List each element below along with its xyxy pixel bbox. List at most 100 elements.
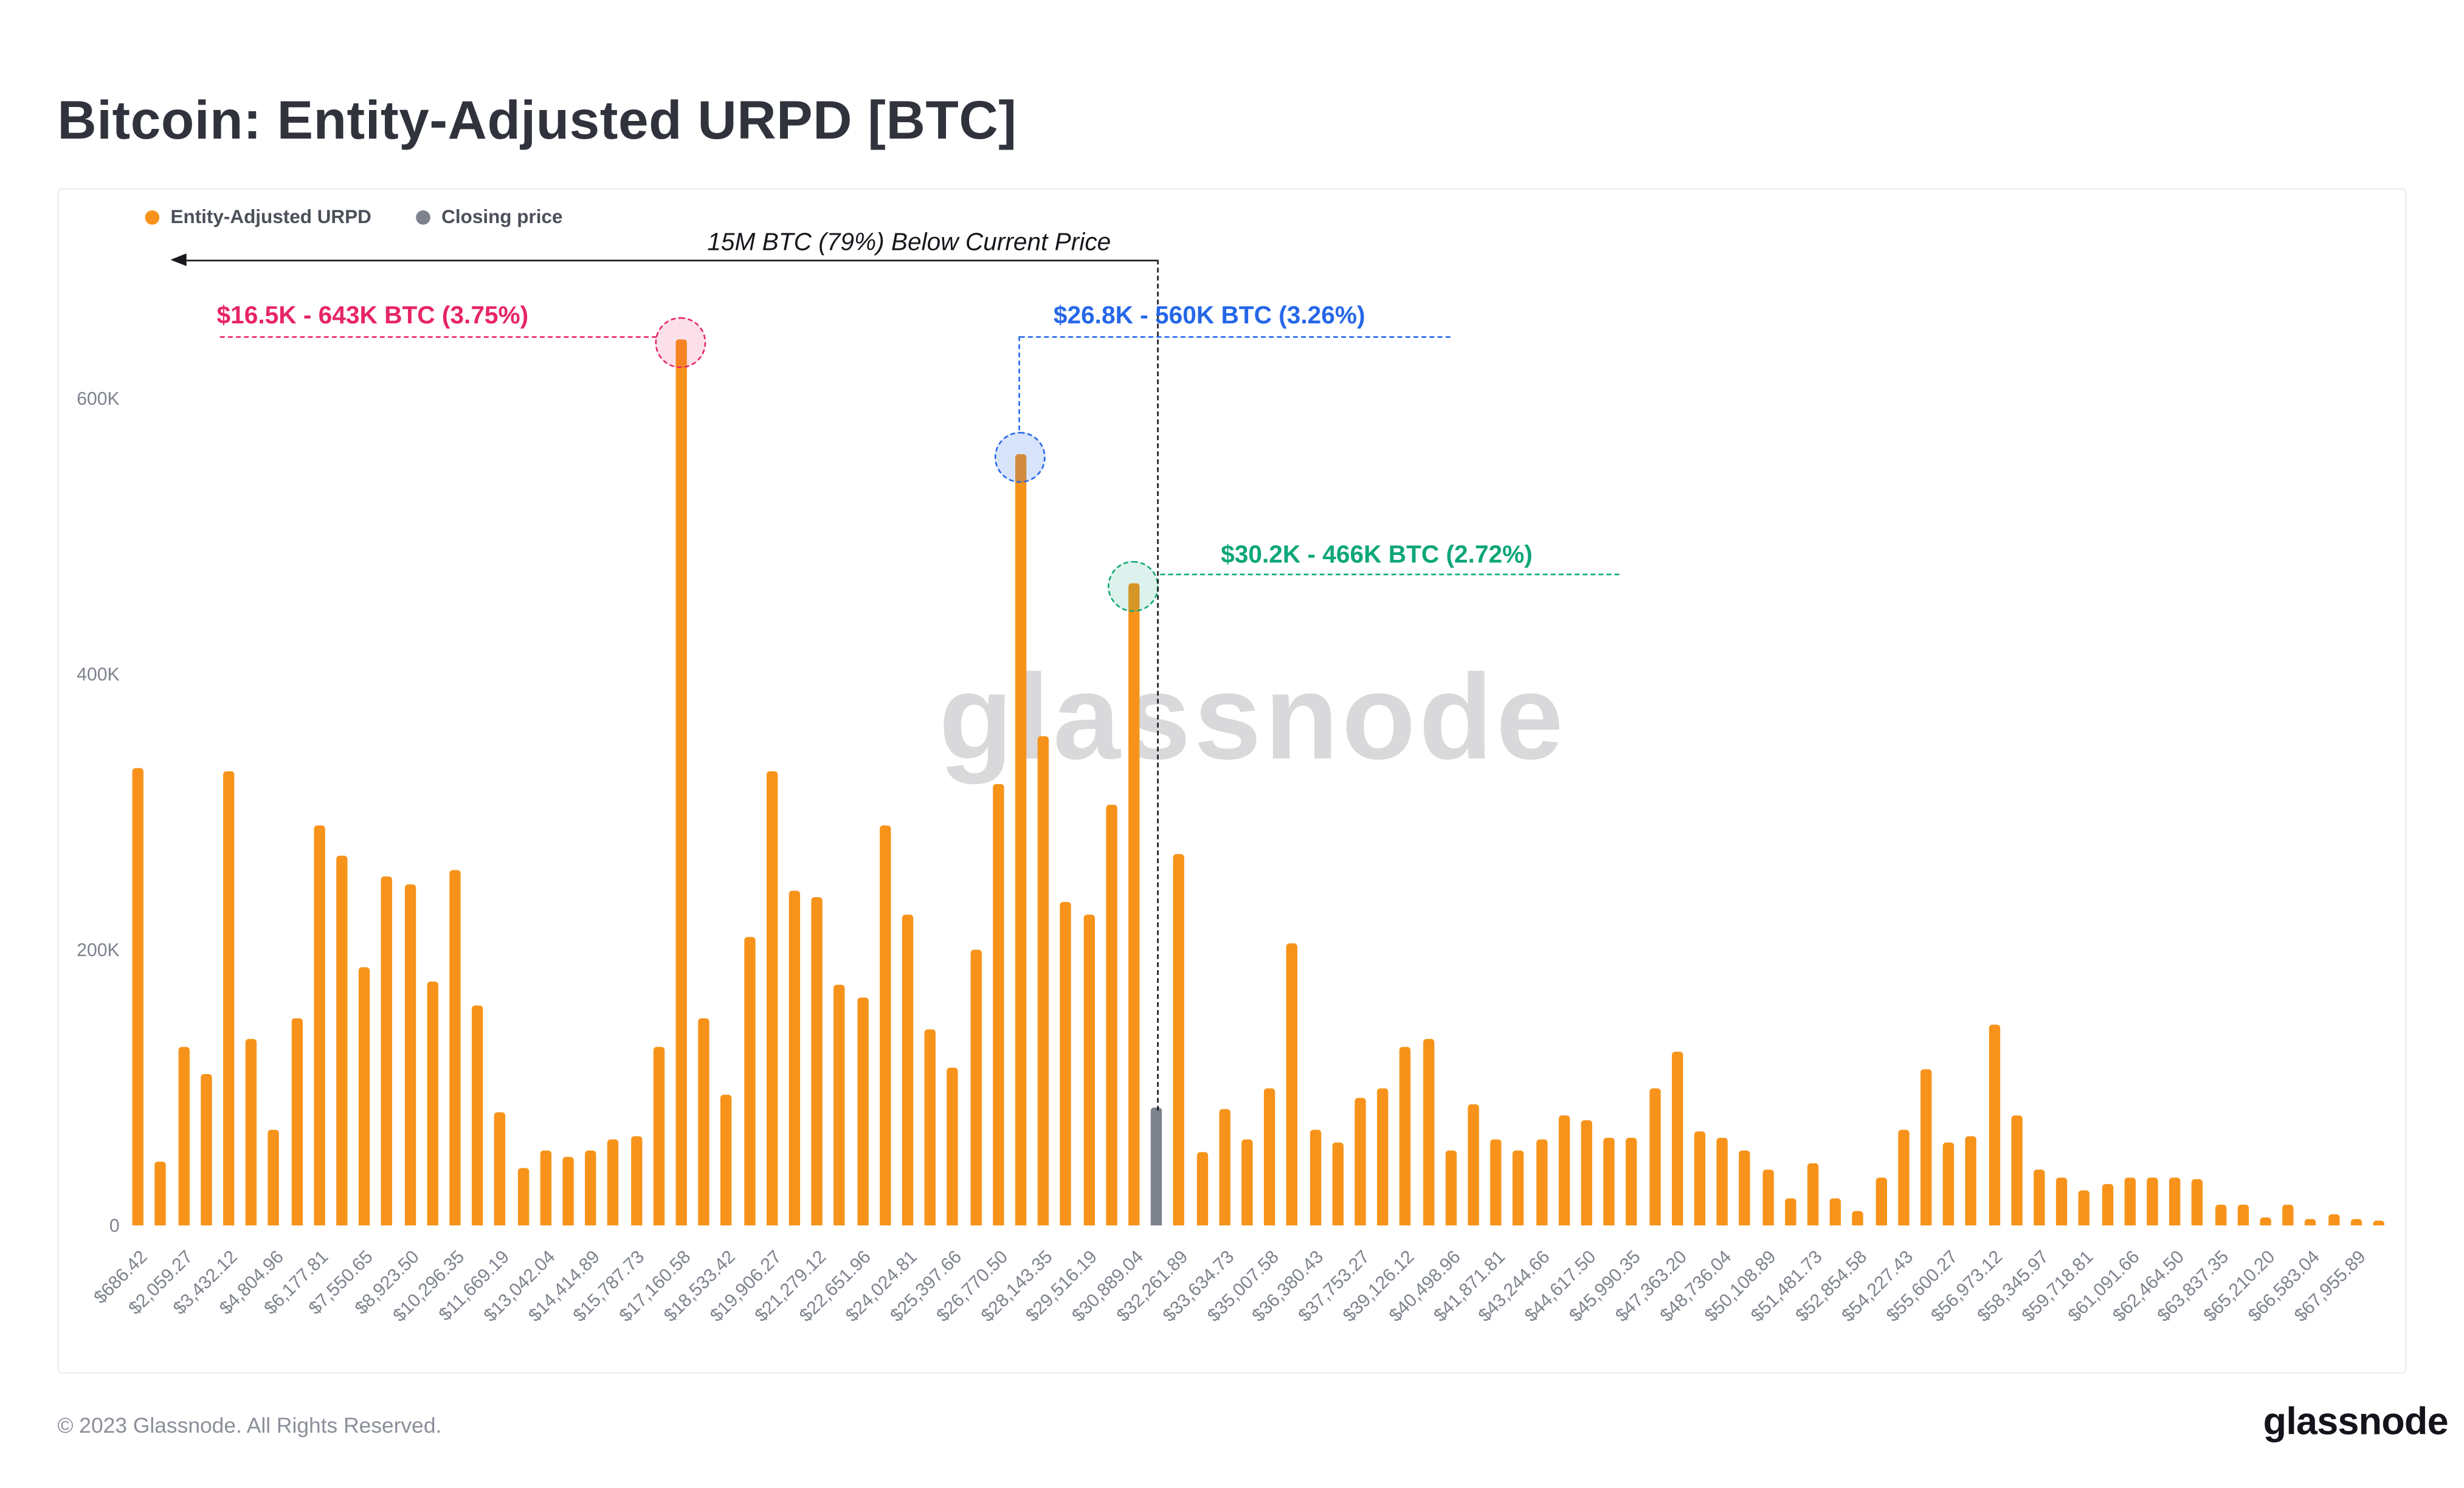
urpd-bar[interactable] <box>336 856 348 1226</box>
urpd-bar[interactable] <box>766 771 778 1226</box>
urpd-bar[interactable] <box>1784 1197 1796 1226</box>
urpd-bar[interactable] <box>653 1046 664 1226</box>
urpd-bar[interactable] <box>291 1019 302 1226</box>
legend-item-urpd[interactable]: Entity-Adjusted URPD <box>145 205 371 228</box>
urpd-bar[interactable] <box>857 998 868 1226</box>
urpd-bar[interactable] <box>811 897 823 1226</box>
urpd-bar[interactable] <box>223 771 235 1226</box>
urpd-bar[interactable] <box>924 1030 936 1226</box>
urpd-bar[interactable] <box>675 340 687 1226</box>
urpd-bar[interactable] <box>789 890 800 1226</box>
urpd-bar[interactable] <box>1083 914 1094 1226</box>
urpd-bar[interactable] <box>1241 1138 1253 1226</box>
urpd-bar[interactable] <box>178 1046 189 1226</box>
urpd-bar[interactable] <box>2214 1204 2226 1226</box>
urpd-bar[interactable] <box>2056 1177 2068 1226</box>
urpd-bar[interactable] <box>1513 1149 1525 1226</box>
urpd-bar[interactable] <box>2101 1184 2113 1226</box>
urpd-bar[interactable] <box>1558 1115 1570 1226</box>
urpd-bar[interactable] <box>2327 1214 2339 1226</box>
urpd-bar[interactable] <box>1762 1170 1773 1226</box>
urpd-bar[interactable] <box>562 1156 574 1226</box>
urpd-bar[interactable] <box>2033 1170 2045 1226</box>
legend-item-closing-price[interactable]: Closing price <box>416 205 562 228</box>
urpd-bar[interactable] <box>1468 1104 1479 1226</box>
urpd-bar[interactable] <box>539 1149 551 1226</box>
urpd-bar[interactable] <box>1920 1068 1932 1226</box>
urpd-bar[interactable] <box>2305 1218 2316 1226</box>
urpd-bar[interactable] <box>970 949 981 1226</box>
urpd-bar[interactable] <box>1603 1137 1615 1226</box>
urpd-bar[interactable] <box>1988 1024 2000 1226</box>
urpd-bar[interactable] <box>1015 454 1027 1226</box>
urpd-bar[interactable] <box>1037 736 1049 1226</box>
urpd-bar[interactable] <box>2373 1219 2384 1226</box>
urpd-bar[interactable] <box>1444 1149 1457 1226</box>
urpd-bar[interactable] <box>902 914 913 1226</box>
closing-price-bar[interactable] <box>1151 1107 1162 1226</box>
urpd-bar[interactable] <box>1264 1087 1275 1226</box>
urpd-bar[interactable] <box>426 981 438 1226</box>
urpd-bar[interactable] <box>404 884 415 1226</box>
urpd-bar[interactable] <box>268 1129 280 1226</box>
urpd-bar[interactable] <box>2079 1191 2090 1226</box>
urpd-bar[interactable] <box>833 984 846 1226</box>
urpd-bar[interactable] <box>245 1039 257 1226</box>
urpd-bar[interactable] <box>1331 1142 1344 1226</box>
urpd-bar[interactable] <box>1490 1138 1502 1226</box>
urpd-bar[interactable] <box>2147 1177 2158 1226</box>
urpd-bar[interactable] <box>2237 1204 2249 1226</box>
urpd-bar[interactable] <box>1377 1087 1389 1226</box>
urpd-bar[interactable] <box>1807 1163 1818 1226</box>
urpd-bar[interactable] <box>1829 1197 1841 1226</box>
urpd-bar[interactable] <box>743 936 755 1226</box>
urpd-bar[interactable] <box>1399 1046 1411 1226</box>
urpd-bar[interactable] <box>1716 1137 1728 1226</box>
urpd-bar[interactable] <box>494 1112 506 1226</box>
urpd-bar[interactable] <box>132 768 144 1226</box>
urpd-bar[interactable] <box>1942 1142 1955 1226</box>
urpd-bar[interactable] <box>1649 1087 1660 1226</box>
urpd-bar[interactable] <box>1965 1135 1977 1226</box>
urpd-bar[interactable] <box>200 1073 212 1226</box>
urpd-bar[interactable] <box>1852 1211 1864 1226</box>
urpd-bar[interactable] <box>517 1167 529 1226</box>
urpd-bar[interactable] <box>879 826 891 1226</box>
urpd-bar[interactable] <box>1105 805 1117 1226</box>
urpd-bar[interactable] <box>1128 584 1140 1226</box>
urpd-bar[interactable] <box>2010 1115 2022 1226</box>
urpd-bar[interactable] <box>1173 853 1185 1226</box>
urpd-bar[interactable] <box>1897 1129 1909 1226</box>
urpd-bar[interactable] <box>313 826 325 1226</box>
urpd-bar[interactable] <box>992 784 1004 1226</box>
urpd-bar[interactable] <box>1286 943 1298 1226</box>
urpd-bar[interactable] <box>381 877 393 1226</box>
urpd-bar[interactable] <box>1671 1052 1683 1226</box>
urpd-bar[interactable] <box>607 1140 619 1226</box>
urpd-bar[interactable] <box>947 1067 959 1226</box>
urpd-bar[interactable] <box>1309 1129 1320 1226</box>
urpd-bar[interactable] <box>2192 1178 2203 1226</box>
urpd-bar[interactable] <box>1739 1149 1751 1226</box>
urpd-bar[interactable] <box>472 1005 483 1226</box>
urpd-bar[interactable] <box>2350 1218 2362 1226</box>
urpd-bar[interactable] <box>155 1162 167 1226</box>
urpd-bar[interactable] <box>1355 1097 1366 1226</box>
urpd-bar[interactable] <box>1694 1131 1705 1226</box>
urpd-bar[interactable] <box>359 966 370 1226</box>
urpd-bar[interactable] <box>1875 1177 1886 1226</box>
urpd-bar[interactable] <box>2169 1177 2181 1226</box>
urpd-bar[interactable] <box>630 1135 642 1226</box>
urpd-bar[interactable] <box>1422 1038 1434 1226</box>
urpd-bar[interactable] <box>1218 1108 1230 1226</box>
urpd-bar[interactable] <box>2260 1217 2271 1226</box>
urpd-bar[interactable] <box>1535 1140 1547 1226</box>
urpd-bar[interactable] <box>1581 1120 1592 1226</box>
urpd-bar[interactable] <box>1060 901 1072 1226</box>
urpd-bar[interactable] <box>1626 1137 1638 1226</box>
urpd-bar[interactable] <box>2124 1177 2136 1226</box>
urpd-bar[interactable] <box>1196 1152 1207 1226</box>
urpd-bar[interactable] <box>720 1094 733 1226</box>
urpd-bar[interactable] <box>449 870 461 1226</box>
urpd-bar[interactable] <box>698 1019 709 1226</box>
